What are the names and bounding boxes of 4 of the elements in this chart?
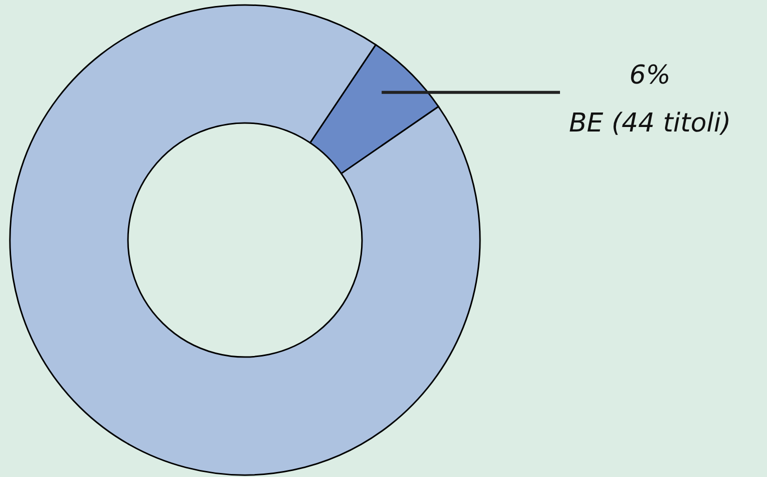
donut-slice xyxy=(9,4,481,476)
data-label: 6% xyxy=(629,60,671,90)
donut-slice xyxy=(309,44,440,174)
slice-label: BE (44 titoli) xyxy=(568,108,732,138)
